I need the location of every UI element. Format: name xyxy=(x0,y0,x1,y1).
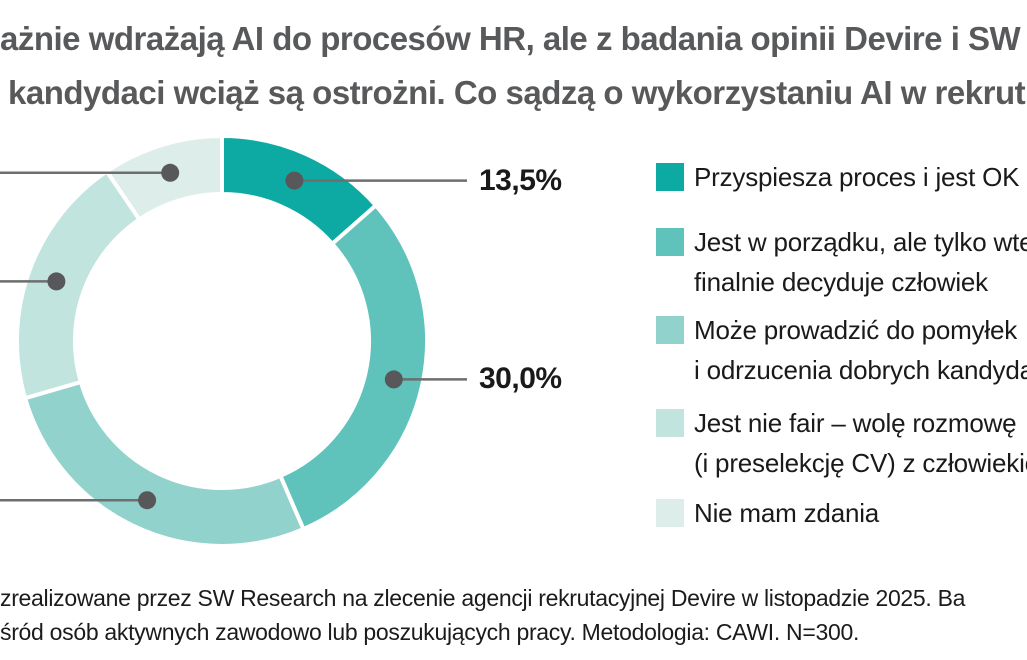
title-line-2: kandydaci wciąż są ostrożni. Co sądzą o … xyxy=(8,74,1026,111)
legend-item-pomylki: Może prowadzić do pomyłek i odrzucenia d… xyxy=(656,310,1027,390)
legend-label-line: Jest w porządku, ale tylko wte xyxy=(694,227,1027,257)
legend-swatch-5 xyxy=(656,499,684,527)
legend-label-line: Może prowadzić do pomyłek xyxy=(694,315,1018,345)
donut-slice-2 xyxy=(277,202,429,532)
legend-item-nie-mam-zdania: Nie mam zdania xyxy=(656,493,879,533)
legend-label-line: Przyspiesza proces i jest OK xyxy=(694,162,1020,192)
legend-label-line: Jest nie fair – wolę rozmowę xyxy=(694,408,1017,438)
legend-swatch-3 xyxy=(656,316,684,344)
donut-slice-3 xyxy=(22,379,307,548)
legend-swatch-4 xyxy=(656,409,684,437)
legend-label-line: (i preselekcję CV) z człowiekie xyxy=(694,448,1027,478)
legend: Przyspiesza proces i jest OK Jest w porz… xyxy=(656,157,1027,577)
donut-slice-4 xyxy=(14,168,143,401)
legend-label-line: Nie mam zdania xyxy=(694,498,880,528)
chart-title: ażnie wdrażają AI do procesów HR, ale z … xyxy=(0,12,1027,120)
legend-label-line: finalnie decyduje człowiek xyxy=(694,267,988,297)
source-note-line-2: śród osób aktywnych zawodowo lub poszuku… xyxy=(0,619,860,645)
leader-dot-3 xyxy=(138,491,157,510)
leader-dot-2 xyxy=(384,370,403,389)
legend-item-w-porzadku: Jest w porządku, ale tylko wte finalnie … xyxy=(656,222,1027,302)
slice-value-label-2: 30,0% xyxy=(479,362,562,395)
source-note: zrealizowane przez SW Research na zlecen… xyxy=(0,581,1027,649)
leader-dot-4 xyxy=(47,272,66,291)
legend-swatch-1 xyxy=(656,163,684,191)
title-line-1: ażnie wdrażają AI do procesów HR, ale z … xyxy=(0,20,1021,57)
legend-label-line: i odrzucenia dobrych kandyda xyxy=(694,355,1027,385)
slice-value-label-1: 13,5% xyxy=(479,164,562,197)
legend-swatch-2 xyxy=(656,228,684,256)
source-note-line-1: zrealizowane przez SW Research na zlecen… xyxy=(0,585,966,611)
leader-dot-1 xyxy=(285,171,304,190)
legend-item-nie-fair: Jest nie fair – wolę rozmowę (i preselek… xyxy=(656,403,1027,483)
leader-dot-5 xyxy=(161,163,180,182)
legend-item-przyspiesza: Przyspiesza proces i jest OK xyxy=(656,157,1019,197)
